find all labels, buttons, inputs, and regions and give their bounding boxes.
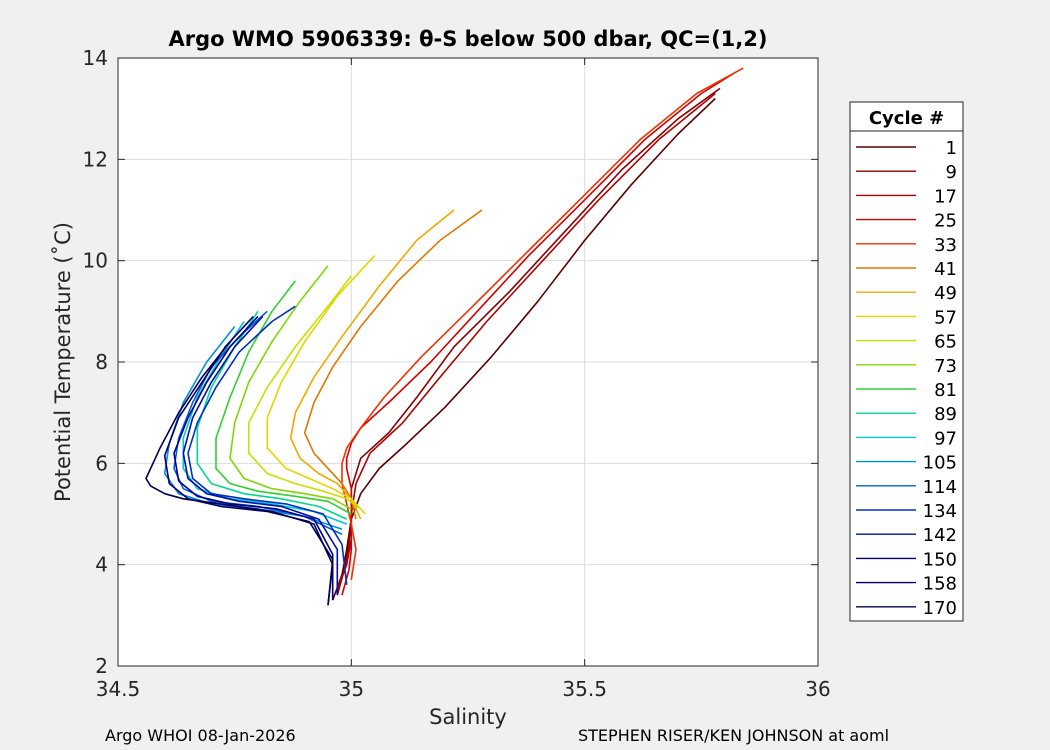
series-line-114 bbox=[173, 310, 343, 536]
legend-label-33: 33 bbox=[934, 235, 957, 256]
series-line-134 bbox=[187, 305, 348, 585]
y-tick-label: 8 bbox=[95, 350, 108, 374]
y-axis-label: Potential Temperature (˚C) bbox=[51, 222, 75, 502]
series-line-150 bbox=[173, 315, 334, 601]
series-line-142 bbox=[182, 315, 339, 596]
legend-label-89: 89 bbox=[934, 404, 957, 425]
series-line-105 bbox=[163, 326, 343, 530]
legend-label-41: 41 bbox=[934, 259, 957, 280]
legend-label-158: 158 bbox=[923, 574, 957, 595]
legend-label-25: 25 bbox=[934, 211, 957, 232]
legend-label-57: 57 bbox=[934, 307, 957, 328]
y-tick-label: 12 bbox=[83, 147, 108, 171]
series-line-49 bbox=[289, 209, 455, 520]
x-tick-label: 36 bbox=[805, 677, 830, 701]
y-tick-label: 6 bbox=[95, 451, 108, 475]
legend-label-49: 49 bbox=[934, 283, 957, 304]
footer-right: STEPHEN RISER/KEN JOHNSON at aoml bbox=[578, 726, 890, 745]
legend-label-150: 150 bbox=[923, 549, 957, 570]
series-line-9 bbox=[336, 87, 721, 596]
y-tick-label: 2 bbox=[95, 654, 108, 678]
legend-label-114: 114 bbox=[923, 477, 957, 498]
legend-label-134: 134 bbox=[923, 501, 957, 522]
series-line-97 bbox=[182, 321, 347, 525]
series-line-81 bbox=[215, 280, 352, 515]
y-tick-label: 10 bbox=[83, 249, 108, 273]
footer-left: Argo WHOI 08-Jan-2026 bbox=[105, 726, 296, 745]
legend-label-1: 1 bbox=[946, 138, 957, 159]
y-tick-label: 4 bbox=[95, 553, 108, 577]
series-line-73 bbox=[229, 265, 352, 510]
legend-title: Cycle # bbox=[869, 108, 944, 129]
legend-label-97: 97 bbox=[934, 428, 957, 449]
series-line-65 bbox=[247, 275, 362, 510]
series-line-57 bbox=[266, 255, 376, 515]
x-axis-label: Salinity bbox=[429, 705, 507, 729]
series-line-33 bbox=[341, 67, 744, 581]
legend-label-81: 81 bbox=[934, 380, 957, 401]
legend-label-9: 9 bbox=[946, 162, 957, 183]
legend-label-73: 73 bbox=[934, 356, 957, 377]
x-tick-label: 35 bbox=[339, 677, 364, 701]
legend-label-142: 142 bbox=[923, 525, 957, 546]
series-line-41 bbox=[303, 209, 483, 520]
legend-label-17: 17 bbox=[934, 186, 957, 207]
series-line-158 bbox=[163, 315, 334, 606]
legend-label-105: 105 bbox=[923, 453, 957, 474]
x-tick-label: 35.5 bbox=[562, 677, 607, 701]
y-tick-label: 14 bbox=[83, 46, 108, 70]
series-line-1 bbox=[331, 97, 716, 601]
legend-label-170: 170 bbox=[923, 598, 957, 619]
series-line-89 bbox=[196, 310, 348, 520]
chart-title: Argo WMO 5906339: θ-S below 500 dbar, QC… bbox=[169, 27, 768, 51]
x-tick-label: 34.5 bbox=[96, 677, 141, 701]
series-line-170 bbox=[145, 341, 334, 606]
legend-label-65: 65 bbox=[934, 332, 957, 353]
